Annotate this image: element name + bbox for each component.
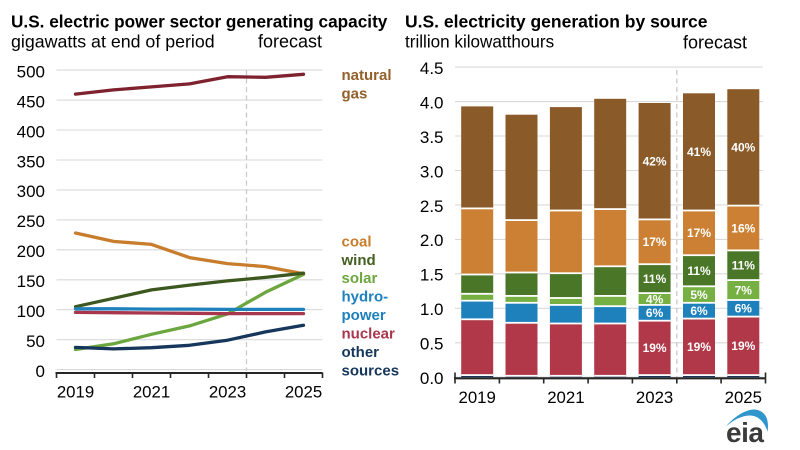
- svg-text:19%: 19%: [687, 340, 711, 354]
- svg-text:gigawatts at end of period: gigawatts at end of period: [11, 32, 215, 52]
- svg-text:17%: 17%: [687, 226, 711, 240]
- svg-text:4.0: 4.0: [420, 93, 444, 112]
- svg-text:19%: 19%: [731, 339, 755, 353]
- svg-text:0: 0: [36, 362, 45, 381]
- svg-text:16%: 16%: [731, 221, 755, 235]
- svg-text:11%: 11%: [643, 272, 667, 286]
- svg-text:7%: 7%: [735, 283, 753, 297]
- svg-text:0.0: 0.0: [420, 369, 444, 388]
- svg-text:100: 100: [17, 302, 45, 321]
- svg-text:2023: 2023: [636, 388, 673, 407]
- svg-text:U.S. electricity generation by: U.S. electricity generation by source: [405, 12, 708, 32]
- svg-text:11%: 11%: [732, 259, 756, 273]
- svg-text:nuclear: nuclear: [342, 326, 396, 343]
- svg-text:42%: 42%: [643, 155, 667, 169]
- svg-text:forecast: forecast: [683, 33, 747, 53]
- svg-text:eia: eia: [726, 417, 764, 448]
- svg-text:2019: 2019: [57, 382, 94, 401]
- svg-text:2.0: 2.0: [420, 231, 444, 250]
- svg-text:250: 250: [17, 212, 45, 231]
- svg-text:2021: 2021: [547, 388, 584, 407]
- svg-text:300: 300: [17, 182, 45, 201]
- svg-text:wind: wind: [341, 252, 376, 269]
- svg-text:1.5: 1.5: [420, 266, 444, 285]
- svg-text:coal: coal: [342, 234, 372, 251]
- svg-text:2025: 2025: [725, 388, 762, 407]
- svg-text:forecast: forecast: [258, 32, 322, 52]
- svg-text:11%: 11%: [687, 264, 711, 278]
- svg-text:gas: gas: [342, 86, 368, 103]
- svg-text:1.0: 1.0: [420, 300, 444, 319]
- svg-text:4%: 4%: [646, 292, 664, 306]
- svg-text:sources: sources: [342, 363, 400, 380]
- svg-text:hydro-: hydro-: [342, 289, 389, 306]
- svg-text:4.5: 4.5: [420, 59, 444, 78]
- svg-text:2021: 2021: [133, 382, 170, 401]
- svg-text:5%: 5%: [690, 288, 708, 302]
- svg-text:natural: natural: [342, 67, 392, 84]
- svg-text:6%: 6%: [646, 306, 664, 320]
- svg-text:17%: 17%: [643, 235, 667, 249]
- svg-text:6%: 6%: [690, 304, 708, 318]
- svg-text:2023: 2023: [209, 382, 246, 401]
- svg-text:500: 500: [17, 62, 45, 81]
- svg-text:450: 450: [17, 92, 45, 111]
- svg-text:6%: 6%: [735, 302, 753, 316]
- svg-text:U.S. electric power sector gen: U.S. electric power sector generating ca…: [11, 12, 388, 32]
- svg-text:400: 400: [17, 122, 45, 141]
- svg-text:2019: 2019: [459, 388, 496, 407]
- svg-text:50: 50: [26, 332, 45, 351]
- svg-text:other: other: [342, 344, 380, 361]
- svg-text:2.5: 2.5: [420, 197, 444, 216]
- svg-text:solar: solar: [342, 270, 378, 287]
- svg-text:150: 150: [17, 272, 45, 291]
- svg-text:power: power: [342, 307, 386, 324]
- svg-text:200: 200: [17, 242, 45, 261]
- svg-text:0.5: 0.5: [420, 335, 444, 354]
- svg-text:40%: 40%: [731, 141, 755, 155]
- svg-text:3.0: 3.0: [420, 162, 444, 181]
- svg-text:350: 350: [17, 152, 45, 171]
- svg-text:19%: 19%: [643, 341, 667, 355]
- svg-text:2025: 2025: [285, 382, 322, 401]
- svg-text:3.5: 3.5: [420, 128, 444, 147]
- svg-text:41%: 41%: [687, 145, 711, 159]
- svg-text:trillion kilowatthours: trillion kilowatthours: [405, 33, 554, 52]
